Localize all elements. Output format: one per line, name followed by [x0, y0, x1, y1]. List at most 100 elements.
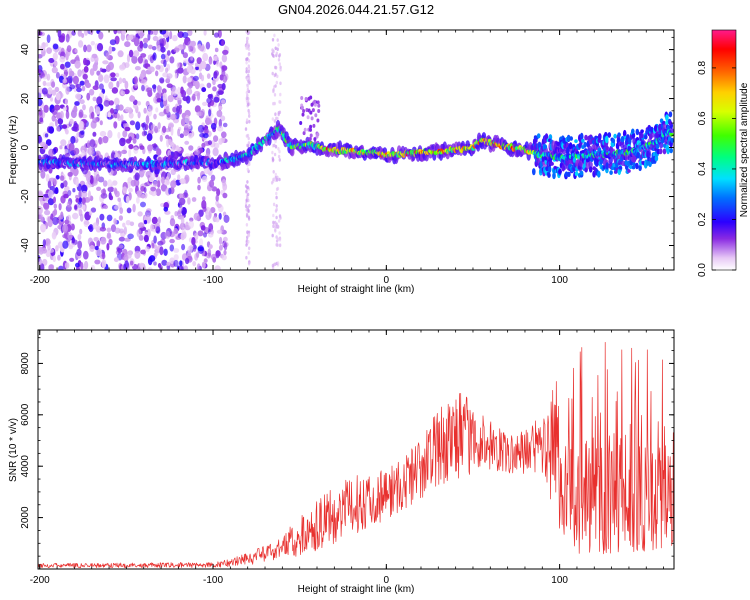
- heatmap-noise-cell: [134, 83, 138, 89]
- heatmap-noise-cell: [213, 55, 220, 62]
- heatmap-noise-cell: [52, 43, 59, 50]
- heatmap-noise-cell: [212, 147, 219, 157]
- heatmap-noise-cell: [129, 260, 134, 266]
- heatmap-noise-cell: [221, 69, 226, 77]
- heatmap-noise-cell: [67, 232, 73, 241]
- heatmap-noise-cell: [166, 50, 171, 56]
- heatmap-noise-cell: [38, 248, 44, 255]
- heatmap-noise-cell: [246, 85, 249, 90]
- x-tick-label: 100: [551, 575, 568, 586]
- heatmap-noise-cell: [278, 177, 281, 182]
- heatmap-noise-cell: [129, 120, 135, 126]
- heatmap-noise-cell: [197, 43, 202, 50]
- heatmap-noise-cell: [279, 81, 282, 86]
- heatmap-track-cell: [313, 99, 317, 104]
- heatmap-track-cell: [636, 152, 640, 159]
- heatmap-noise-cell: [156, 39, 160, 49]
- heatmap-noise-cell: [199, 238, 204, 247]
- heatmap-noise-cell: [201, 175, 208, 182]
- heatmap-noise-cell: [182, 96, 189, 102]
- heatmap-noise-cell: [51, 115, 56, 122]
- heatmap-noise-cell: [134, 245, 141, 253]
- heatmap-noise-cell: [165, 134, 170, 140]
- heatmap-noise-cell: [40, 170, 46, 179]
- heatmap-noise-cell: [150, 223, 155, 232]
- heatmap-noise-cell: [272, 158, 275, 162]
- heatmap-noise-cell: [96, 43, 104, 52]
- heatmap-noise-cell: [275, 191, 278, 196]
- heatmap-noise-cell: [152, 35, 159, 42]
- heatmap-noise-cell: [113, 257, 119, 263]
- heatmap-track-cell: [588, 161, 593, 169]
- heatmap-noise-cell: [202, 196, 206, 202]
- heatmap-noise-cell: [99, 226, 107, 232]
- heatmap-noise-cell: [82, 73, 88, 80]
- heatmap-noise-cell: [180, 223, 184, 229]
- heatmap-noise-cell: [213, 142, 220, 149]
- heatmap-noise-cell: [89, 245, 95, 252]
- heatmap-noise-cell: [79, 228, 83, 235]
- heatmap-noise-cell: [174, 211, 178, 217]
- heatmap-noise-cell: [85, 174, 91, 182]
- spectrogram-y-axis-label: Frequency (Hz): [8, 116, 19, 185]
- heatmap-track-cell: [665, 120, 669, 125]
- heatmap-noise-cell: [38, 91, 42, 100]
- heatmap-noise-cell: [148, 66, 155, 73]
- heatmap-noise-cell: [271, 48, 274, 52]
- heatmap-noise-cell: [275, 204, 278, 208]
- heatmap-track-cell: [650, 131, 655, 138]
- heatmap-noise-cell: [138, 222, 145, 229]
- heatmap-noise-cell: [58, 265, 64, 270]
- heatmap-noise-cell: [127, 251, 132, 259]
- heatmap-noise-cell: [68, 243, 76, 248]
- heatmap-noise-cell: [96, 96, 103, 106]
- heatmap-noise-cell: [185, 221, 189, 227]
- heatmap-noise-cell: [38, 98, 43, 107]
- heatmap-noise-cell: [39, 72, 46, 78]
- heatmap-noise-cell: [247, 58, 251, 63]
- heatmap-track-cell: [644, 134, 648, 140]
- heatmap-noise-cell: [124, 89, 130, 95]
- heatmap-noise-cell: [95, 106, 101, 115]
- heatmap-track-cell: [550, 162, 554, 166]
- heatmap-noise-cell: [39, 141, 46, 147]
- heatmap-noise-cell: [48, 264, 54, 270]
- heatmap-noise-cell: [128, 49, 134, 58]
- heatmap-noise-cell: [176, 105, 180, 114]
- heatmap-track-cell: [617, 132, 621, 138]
- heatmap-noise-cell: [277, 224, 280, 229]
- heatmap-noise-cell: [87, 225, 93, 230]
- heatmap-noise-cell: [170, 180, 177, 189]
- heatmap-noise-cell: [187, 30, 193, 36]
- heatmap-track-cell: [655, 143, 660, 150]
- heatmap-noise-cell: [247, 251, 250, 255]
- heatmap-noise-cell: [108, 45, 113, 55]
- heatmap-track-cell: [317, 109, 321, 113]
- heatmap-noise-cell: [152, 46, 157, 51]
- heatmap-noise-cell: [207, 231, 214, 238]
- heatmap-noise-cell: [89, 175, 94, 184]
- heatmap-noise-cell: [276, 116, 279, 121]
- heatmap-track-cell: [597, 147, 602, 153]
- heatmap-noise-cell: [143, 219, 148, 225]
- heatmap-noise-cell: [68, 68, 73, 77]
- heatmap-noise-cell: [117, 50, 124, 58]
- heatmap-noise-cell: [51, 231, 57, 240]
- heatmap-noise-cell: [275, 51, 278, 56]
- heatmap-track-cell: [569, 136, 573, 141]
- heatmap-noise-cell: [117, 247, 123, 254]
- heatmap-noise-cell: [218, 138, 223, 145]
- heatmap-noise-cell: [279, 67, 282, 72]
- heatmap-noise-cell: [245, 96, 249, 101]
- heatmap-noise-cell: [144, 246, 150, 252]
- heatmap-noise-cell: [218, 244, 223, 251]
- heatmap-track-cell: [669, 132, 674, 137]
- heatmap-noise-cell: [180, 86, 184, 95]
- heatmap-noise-cell: [181, 243, 186, 251]
- heatmap-noise-cell: [81, 85, 86, 92]
- heatmap-noise-cell: [223, 236, 228, 242]
- heatmap-noise-cell: [67, 75, 73, 84]
- heatmap-noise-cell: [246, 167, 249, 172]
- heatmap-track-cell: [579, 132, 584, 140]
- heatmap-noise-cell: [244, 184, 248, 188]
